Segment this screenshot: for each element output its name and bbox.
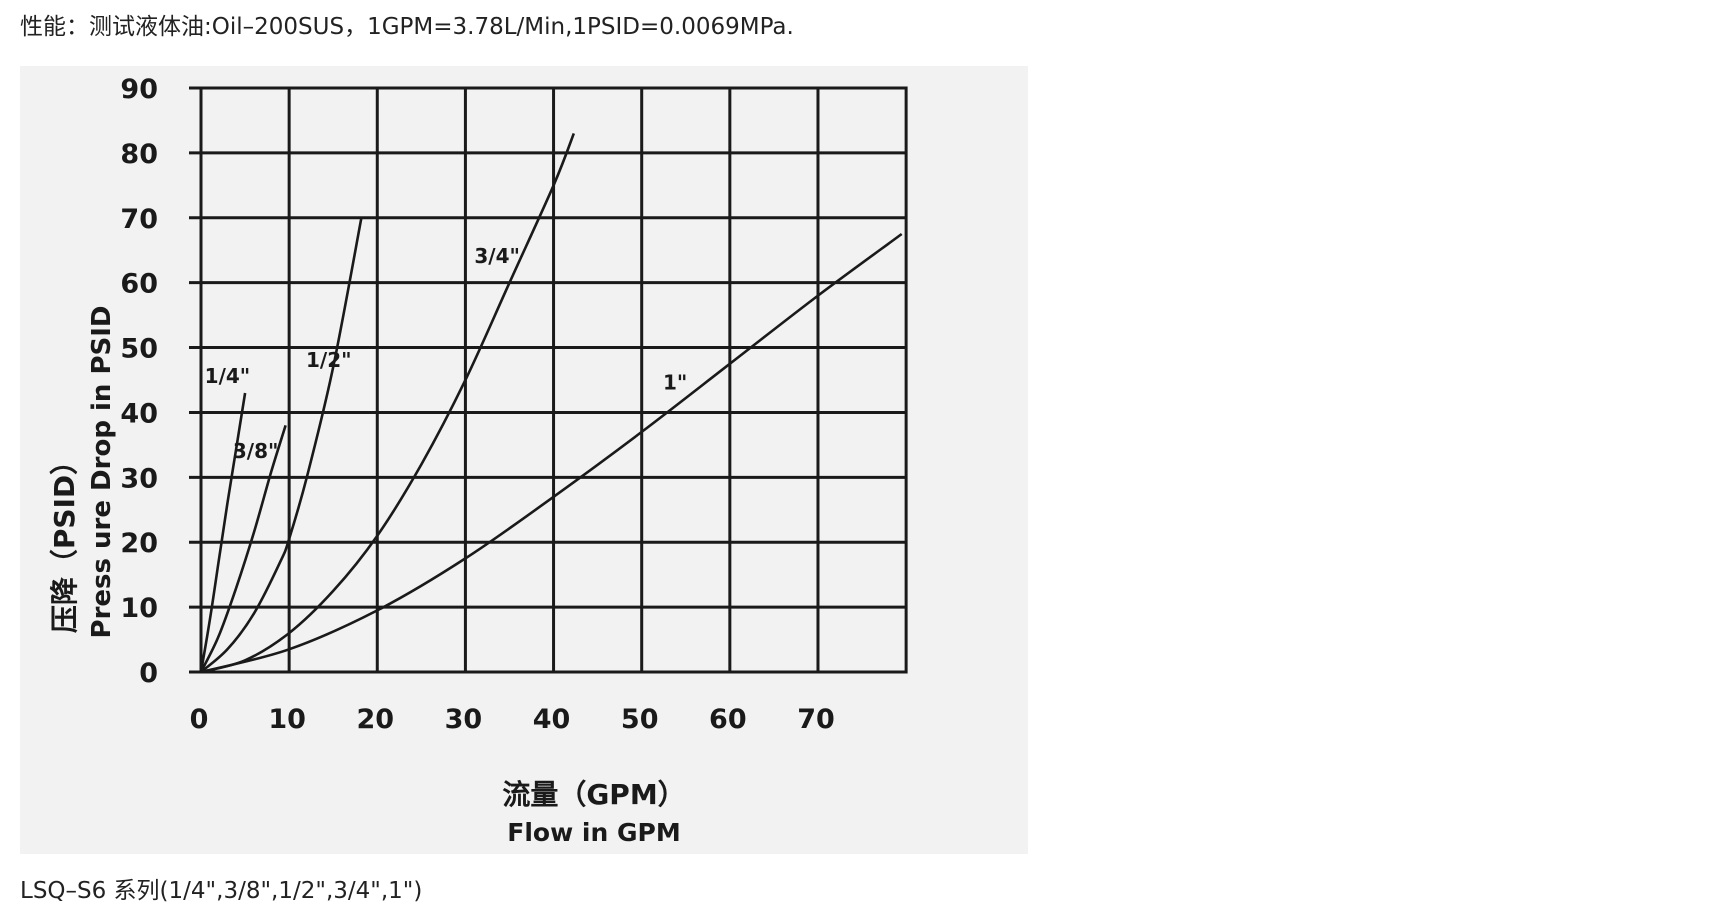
curve-1in <box>200 232 903 674</box>
plot-frame <box>199 86 908 674</box>
x-tick-label-50: 50 <box>621 704 659 735</box>
y-tick-label-80: 80 <box>120 139 158 170</box>
y-axis-title-cn: 压降（PSID） <box>48 447 81 633</box>
curve-label-1-4in: 1/4" <box>205 364 251 388</box>
x-axis-title-en: Flow in GPM <box>507 818 680 847</box>
x-tick-label-40: 40 <box>533 704 571 735</box>
curve-label-1-2in: 1/2" <box>306 348 352 372</box>
grid <box>189 86 908 674</box>
y-tick-label-90: 90 <box>120 74 158 105</box>
curve-3-4in <box>200 132 576 674</box>
curve-1-4in <box>199 392 247 673</box>
y-tick-label-20: 20 <box>120 528 158 559</box>
x-axis-title-cn: 流量（GPM） <box>502 778 685 811</box>
x-tick-label-0: 0 <box>190 704 209 735</box>
curve-label-3-8in: 3/8" <box>233 439 279 463</box>
y-tick-label-60: 60 <box>120 269 158 300</box>
curve-label-3-4in: 3/4" <box>474 244 520 268</box>
y-axis-title-en: Press ure Drop in PSID <box>87 306 117 639</box>
y-tick-label-10: 10 <box>120 593 158 624</box>
y-tick-label-70: 70 <box>120 204 158 235</box>
curve-1-2in <box>200 217 363 673</box>
x-tick-label-70: 70 <box>797 704 835 735</box>
curve-label-1in: 1" <box>663 371 687 395</box>
performance-note: 性能：测试液体油:Oil–200SUS，1GPM=3.78L/Min,1PSID… <box>20 14 794 40</box>
y-tick-label-30: 30 <box>120 463 158 494</box>
series-caption: LSQ–S6 系列(1/4",3/8",1/2",3/4",1") <box>20 878 423 904</box>
y-tick-label-40: 40 <box>120 398 158 429</box>
curve-labels: 1/4" 3/8" 1/2" 3/4" 1" <box>205 244 688 463</box>
tick-labels: 0 10 20 30 40 50 60 70 80 90 0 10 20 30 40 50 60 70 <box>120 74 834 735</box>
series-curves <box>199 132 903 674</box>
pressure-drop-chart: 0 10 20 30 40 50 60 70 80 90 0 10 20 30 40 50 60 70 1/4" 3… <box>20 66 1028 854</box>
y-tick-label-0: 0 <box>139 658 158 689</box>
x-tick-label-30: 30 <box>445 704 483 735</box>
chart-svg: 0 10 20 30 40 50 60 70 80 90 0 10 20 30 40 50 60 70 1/4" 3… <box>48 74 908 847</box>
x-tick-label-60: 60 <box>709 704 747 735</box>
x-tick-label-20: 20 <box>356 704 394 735</box>
curve-3-8in <box>199 425 287 673</box>
x-tick-label-10: 10 <box>268 704 306 735</box>
y-tick-label-50: 50 <box>120 334 158 365</box>
